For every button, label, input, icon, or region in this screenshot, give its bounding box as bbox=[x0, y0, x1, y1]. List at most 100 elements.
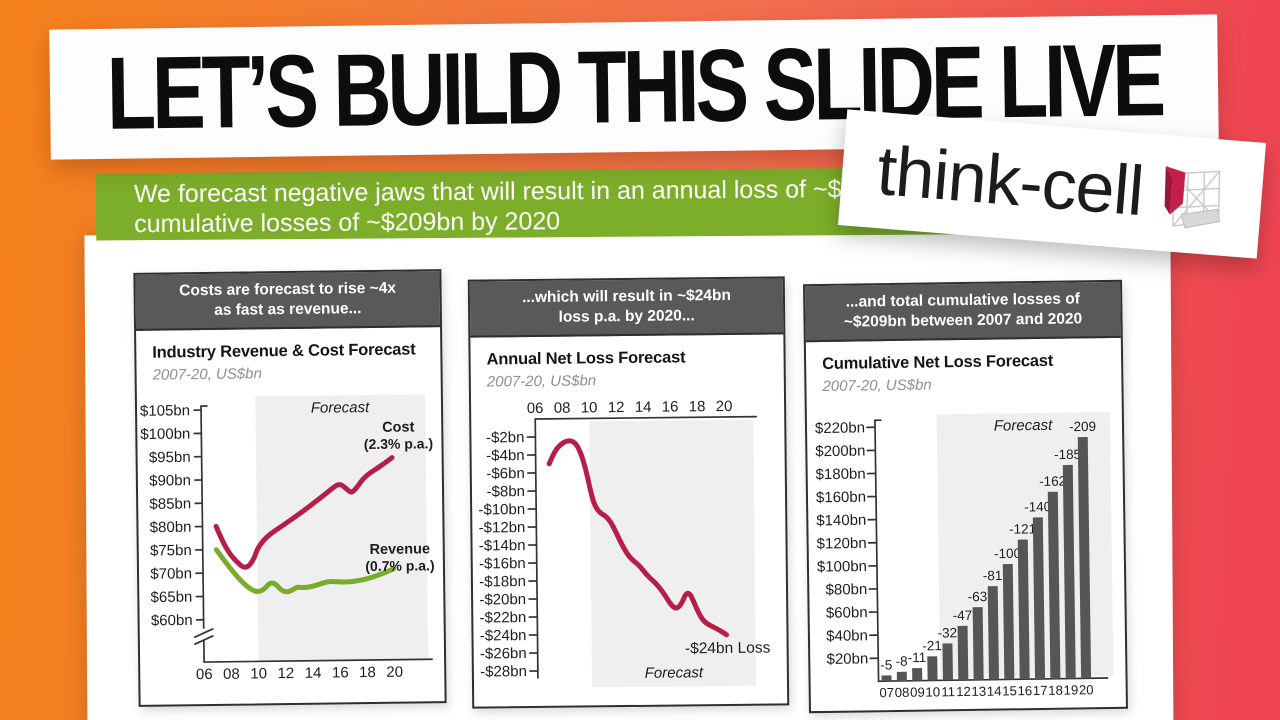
svg-text:12: 12 bbox=[608, 399, 625, 416]
bar-category-label: 20 bbox=[1079, 682, 1094, 697]
annual-loss-line-chart: Forecast-$2bn-$4bn-$6bn-$8bn-$10bn-$12bn… bbox=[478, 398, 771, 688]
forecast-label: Forecast bbox=[994, 417, 1053, 435]
svg-text:$100bn: $100bn bbox=[140, 426, 190, 444]
panel-cumulative-loss: ...and total cumulative losses of ~$209b… bbox=[803, 279, 1128, 714]
cost-line bbox=[213, 455, 395, 570]
forecast-label: Forecast bbox=[645, 664, 704, 682]
svg-text:$105bn: $105bn bbox=[140, 402, 190, 420]
panel-header-line: as fast as revenue... bbox=[214, 300, 362, 319]
bar-10 bbox=[927, 656, 938, 681]
svg-text:$220bn: $220bn bbox=[815, 419, 865, 437]
bar-category-label: 10 bbox=[925, 684, 940, 699]
cumulative-loss-bar-chart: Forecast $220bn $200bn $180bn $160bn $140bn $1… bbox=[815, 411, 1114, 700]
revenue-line bbox=[213, 547, 396, 595]
svg-text:06: 06 bbox=[196, 666, 213, 683]
net-loss-line bbox=[546, 438, 729, 638]
bar-value-label: -162 bbox=[1039, 474, 1066, 489]
svg-text:-$6bn: -$6bn bbox=[486, 465, 525, 482]
svg-text:$180bn: $180bn bbox=[816, 466, 866, 484]
bar-category-label: 08 bbox=[895, 685, 910, 700]
bar-12 bbox=[957, 625, 969, 681]
svg-text:$60bn: $60bn bbox=[151, 612, 193, 630]
svg-text:-$2bn: -$2bn bbox=[486, 429, 525, 446]
svg-text:16: 16 bbox=[662, 398, 679, 415]
bar-value-label: -121 bbox=[1009, 521, 1036, 536]
bar-18 bbox=[1047, 491, 1061, 679]
bar-value-label: -209 bbox=[1069, 419, 1096, 434]
panel-header-line: ~$209bn between 2007 and 2020 bbox=[843, 310, 1083, 331]
bar-07 bbox=[881, 675, 892, 682]
svg-text:-$26bn: -$26bn bbox=[480, 645, 527, 662]
bar-category-label: 12 bbox=[956, 684, 971, 699]
svg-text:-$18bn: -$18bn bbox=[479, 573, 526, 590]
bar-category-label: 16 bbox=[1017, 683, 1032, 698]
svg-text:$60bn: $60bn bbox=[826, 604, 868, 622]
bar-value-label: -100 bbox=[994, 546, 1021, 561]
axis-labels: -$2bn-$4bn-$6bn-$8bn-$10bn-$12bn-$14bn-$… bbox=[478, 398, 733, 680]
bar-category-label: 11 bbox=[941, 684, 955, 699]
bar-14 bbox=[987, 586, 1000, 680]
axes bbox=[193, 405, 433, 663]
svg-text:-$28bn: -$28bn bbox=[480, 663, 527, 680]
svg-text:$20bn: $20bn bbox=[826, 650, 868, 668]
svg-text:10: 10 bbox=[581, 399, 598, 416]
svg-text:$140bn: $140bn bbox=[816, 512, 866, 530]
bar-value-label: -185 bbox=[1054, 447, 1081, 462]
panel-annual-loss-header: ...which will result in ~$24bn loss p.a.… bbox=[469, 278, 784, 338]
brand-logo-text: think-cell bbox=[874, 131, 1146, 231]
panel-annual-loss: ...which will result in ~$24bn loss p.a.… bbox=[467, 276, 790, 709]
bar-category-label: 19 bbox=[1063, 682, 1078, 697]
forecast-label: Forecast bbox=[311, 399, 370, 417]
bar-category-label: 18 bbox=[1048, 683, 1063, 698]
bar-value-label: -5 bbox=[880, 657, 892, 672]
svg-text:06: 06 bbox=[527, 400, 544, 417]
axis-labels: $220bn $200bn $180bn $160bn $140bn $120bn $100… bbox=[815, 419, 1094, 700]
svg-text:18: 18 bbox=[359, 664, 376, 681]
bar-13 bbox=[972, 607, 984, 680]
svg-text:08: 08 bbox=[223, 666, 240, 683]
svg-text:$200bn: $200bn bbox=[815, 442, 865, 460]
brand-card: think-cell bbox=[838, 109, 1266, 259]
svg-text:-$22bn: -$22bn bbox=[479, 609, 526, 626]
svg-text:20: 20 bbox=[716, 398, 733, 415]
svg-text:$70bn: $70bn bbox=[150, 565, 192, 583]
svg-text:-$8bn: -$8bn bbox=[487, 483, 526, 500]
svg-text:$80bn: $80bn bbox=[150, 519, 192, 537]
bar-category-label: 07 bbox=[879, 685, 894, 700]
panel-cumulative-loss-header: ...and total cumulative losses of ~$209b… bbox=[805, 281, 1121, 343]
svg-text:-$16bn: -$16bn bbox=[479, 555, 526, 572]
svg-text:16: 16 bbox=[332, 664, 349, 681]
svg-text:14: 14 bbox=[635, 399, 652, 416]
bar-value-label: -81 bbox=[983, 568, 1003, 583]
bar-category-label: 13 bbox=[971, 684, 986, 699]
bar-category-label: 17 bbox=[1033, 683, 1048, 698]
svg-text:10: 10 bbox=[250, 665, 267, 682]
svg-text:-$4bn: -$4bn bbox=[486, 447, 525, 464]
bar-value-label: -21 bbox=[922, 638, 942, 653]
svg-text:08: 08 bbox=[554, 400, 571, 417]
svg-text:-$12bn: -$12bn bbox=[479, 519, 526, 536]
svg-text:-$10bn: -$10bn bbox=[478, 501, 525, 518]
svg-text:$75bn: $75bn bbox=[150, 542, 192, 560]
panel-revenue-cost: Costs are forecast to rise ~4x as fast a… bbox=[133, 269, 447, 707]
svg-text:14: 14 bbox=[305, 665, 322, 682]
bar-category-label: 14 bbox=[987, 684, 1002, 699]
bar-category-label: 15 bbox=[1002, 683, 1017, 698]
axes bbox=[526, 415, 758, 679]
bar-value-label: -63 bbox=[968, 589, 988, 604]
chart-subtitle: 2007-20, US$bn bbox=[486, 372, 597, 391]
chart-title: Cumulative Net Loss Forecast bbox=[822, 351, 1054, 373]
svg-text:$80bn: $80bn bbox=[825, 581, 867, 599]
bar-value-label: -11 bbox=[908, 650, 927, 665]
think-cell-logo-icon bbox=[1164, 166, 1221, 229]
bar-09 bbox=[912, 668, 923, 681]
svg-text:$85bn: $85bn bbox=[149, 495, 191, 513]
svg-text:18: 18 bbox=[689, 398, 706, 415]
svg-text:$120bn: $120bn bbox=[816, 535, 866, 553]
forecast-region bbox=[589, 419, 757, 688]
svg-text:$160bn: $160bn bbox=[816, 489, 866, 507]
bar-17 bbox=[1032, 517, 1046, 680]
bar-category-label: 09 bbox=[910, 685, 925, 700]
revenue-cost-line-chart: Forecast $105bn $100bn $95bn $90bn $85bn $80bn… bbox=[140, 394, 435, 683]
